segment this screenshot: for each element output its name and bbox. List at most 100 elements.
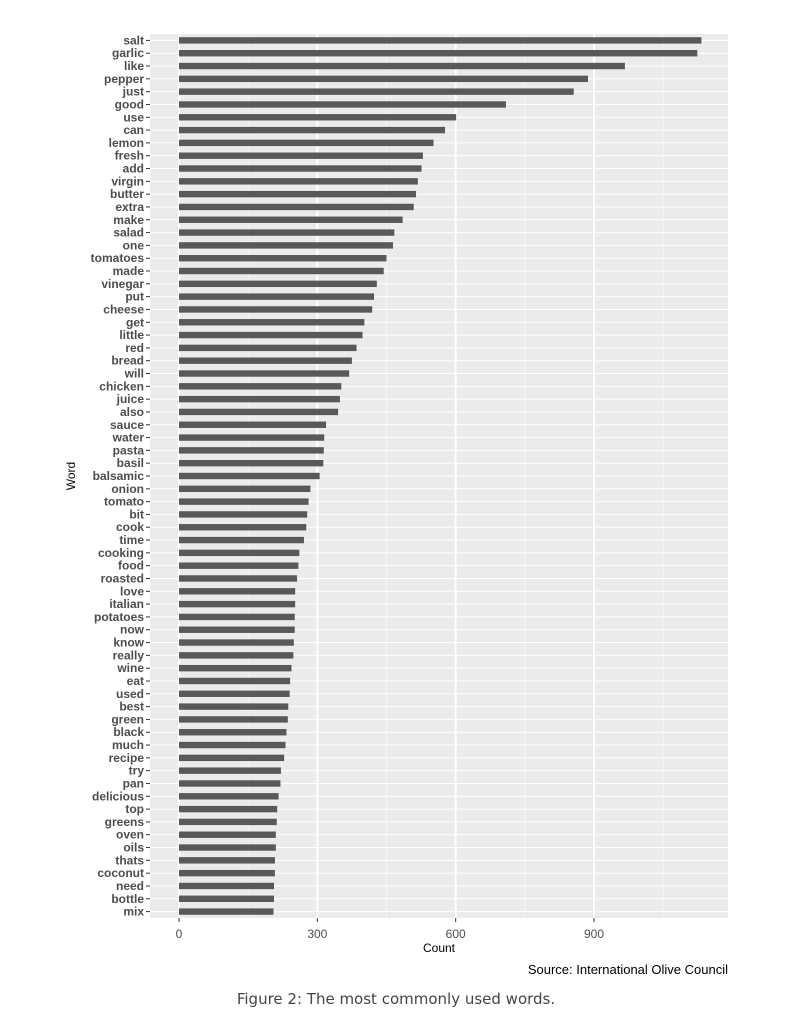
y-tick-label: potatoes — [94, 610, 144, 624]
y-tick-label: cooking — [98, 546, 144, 560]
y-tick-label: chicken — [99, 379, 144, 393]
y-tick-label: recipe — [109, 751, 145, 765]
bar-food — [179, 562, 299, 569]
source-note: Source: International Olive Council — [527, 962, 728, 977]
y-tick-label: lemon — [109, 136, 144, 150]
y-tick-label: cheese — [103, 302, 144, 316]
y-tick-label: italian — [109, 597, 144, 611]
bar-put — [179, 293, 375, 300]
bar-top — [179, 805, 278, 813]
y-tick-label: balsamic — [93, 469, 145, 483]
y-tick-label: good — [115, 97, 144, 111]
y-tick-label: coconut — [97, 866, 144, 880]
bar-really — [179, 652, 294, 659]
y-tick-label: food — [118, 559, 144, 573]
bar-get — [179, 319, 365, 326]
bar-also — [179, 408, 339, 416]
y-tick-label: wine — [116, 661, 144, 675]
bar-try — [179, 767, 281, 774]
bar-tomatoes — [179, 255, 387, 262]
y-tick-label: pepper — [104, 72, 144, 86]
y-tick-label: can — [123, 123, 144, 137]
y-tick-label: pan — [123, 776, 144, 790]
y-tick-label: delicious — [92, 789, 144, 803]
bar-time — [179, 536, 304, 544]
bar-recipe — [179, 754, 285, 762]
bar-pepper — [179, 75, 589, 83]
bar-chicken — [179, 383, 342, 390]
bar-chart: saltgarliclikepepperjustgoodusecanlemonf… — [64, 33, 728, 955]
y-tick-label: oven — [116, 828, 144, 842]
bar-lemon — [179, 139, 434, 147]
x-tick-label: 300 — [307, 927, 327, 941]
y-tick-label: used — [116, 687, 144, 701]
y-tick-label: get — [126, 315, 144, 329]
y-tick-label: eat — [127, 674, 144, 688]
y-tick-label: much — [112, 738, 144, 752]
x-axis: 0 300 600 900 — [176, 918, 604, 941]
bar-onion — [179, 485, 311, 493]
bar-virgin — [179, 178, 418, 185]
bar-roasted — [179, 575, 298, 582]
bar-little — [179, 331, 363, 339]
y-tick-label: mix — [123, 905, 144, 919]
bar-use — [179, 114, 457, 121]
bar-green — [179, 716, 288, 723]
y-tick-label: love — [120, 584, 144, 598]
bar-best — [179, 703, 289, 710]
y-tick-label: virgin — [111, 174, 144, 188]
bar-know — [179, 639, 294, 646]
y-tick-label: fresh — [115, 149, 144, 163]
bar-bread — [179, 357, 352, 364]
bar-vinegar — [179, 280, 377, 288]
y-tick-label: thats — [115, 853, 144, 867]
y-tick-label: time — [119, 533, 144, 547]
y-tick-label: salt — [123, 33, 144, 47]
bar-garlic — [179, 50, 698, 57]
y-tick-label: need — [116, 879, 144, 893]
bar-salad — [179, 229, 395, 236]
bar-wine — [179, 664, 292, 672]
y-tick-label: best — [119, 700, 144, 714]
bar-tomato — [179, 498, 309, 505]
bar-eat — [179, 677, 291, 685]
bars — [179, 37, 702, 915]
y-tick-label: just — [122, 85, 144, 99]
y-tick-label: greens — [105, 815, 145, 829]
bar-add — [179, 165, 422, 172]
y-tick-label: one — [123, 238, 145, 252]
bar-good — [179, 101, 506, 108]
bar-fresh — [179, 152, 423, 159]
bar-coconut — [179, 869, 275, 877]
y-tick-label: basil — [117, 456, 144, 470]
bar-pan — [179, 780, 281, 787]
y-tick-label: like — [124, 59, 144, 73]
bar-make — [179, 216, 403, 223]
bar-sauce — [179, 421, 327, 428]
y-tick-label: bottle — [111, 892, 144, 906]
y-tick-label: try — [129, 764, 145, 778]
y-tick-label: tomato — [104, 495, 144, 509]
y-axis-title: Word — [64, 462, 78, 490]
y-tick-label: extra — [115, 200, 144, 214]
bar-bit — [179, 511, 308, 518]
bar-just — [179, 88, 574, 95]
bar-like — [179, 62, 625, 70]
y-tick-label: garlic — [112, 46, 144, 60]
bar-potatoes — [179, 613, 295, 621]
y-tick-label: really — [113, 648, 145, 662]
bar-salt — [179, 37, 702, 44]
y-tick-label: top — [125, 802, 144, 816]
bar-red — [179, 344, 357, 352]
figure-caption: Figure 2: The most commonly used words. — [236, 990, 556, 1008]
y-tick-label: water — [112, 431, 145, 445]
y-tick-label: bread — [111, 354, 144, 368]
bar-bottle — [179, 895, 274, 902]
bar-juice — [179, 395, 340, 403]
y-tick-label: will — [124, 367, 144, 381]
y-tick-label: black — [113, 725, 144, 739]
bar-oven — [179, 831, 276, 838]
y-tick-label: put — [125, 290, 144, 304]
x-tick-label: 900 — [584, 927, 604, 941]
